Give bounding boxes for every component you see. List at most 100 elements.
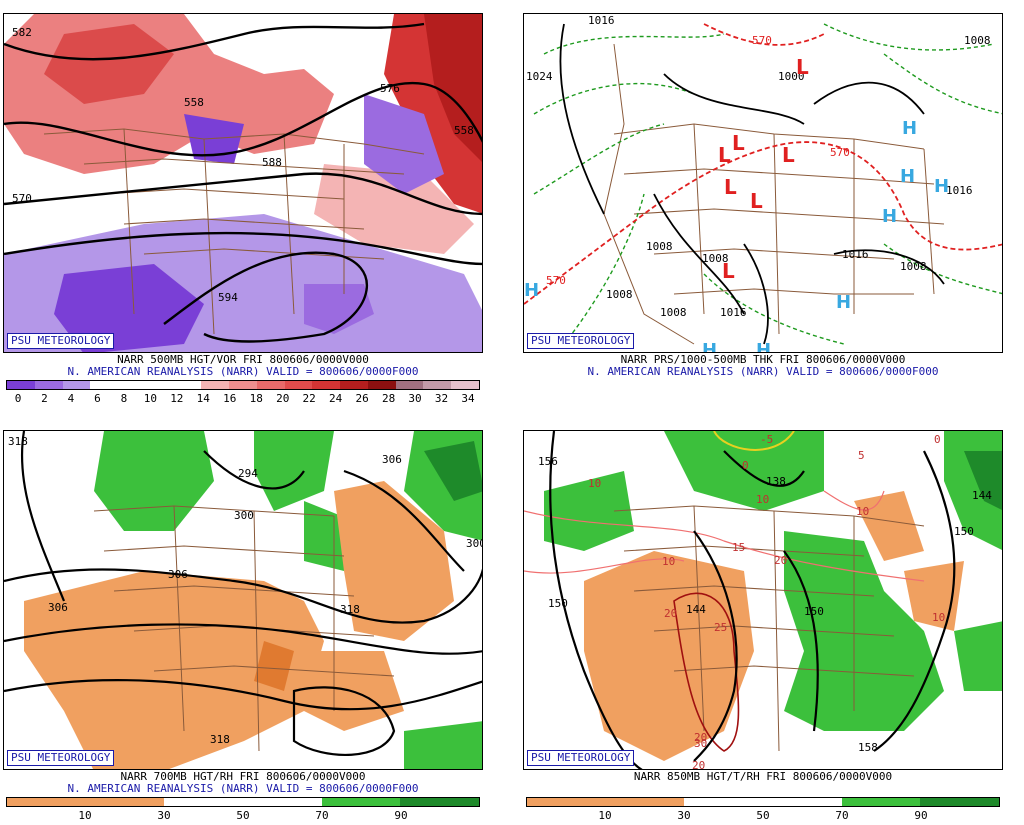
isobar-label: 1008: [660, 306, 687, 319]
rh700-map-svg: 318 294 300 306 306 300 306 318 318: [4, 431, 483, 769]
colorbar-segment: [145, 381, 174, 389]
colorbar-tick-label: 90: [394, 809, 408, 822]
colorbar-tick-label: 6: [94, 392, 101, 405]
colorbar-tick-label: 20: [276, 392, 290, 405]
low-pressure-marker: L: [782, 143, 795, 167]
map-title: NARR 500MB HGT/VOR FRI 800606/0000V000: [117, 353, 369, 366]
colorbar-tick-label: 50: [756, 809, 770, 822]
panel-700mb-rh: 318 294 300 306 306 300 306 318 318 PSU …: [3, 430, 483, 825]
high-pressure-marker: H: [900, 166, 915, 187]
colorbar-segment: [451, 381, 480, 389]
colorbar-segment: [684, 798, 764, 806]
temperature-label: 10: [588, 477, 601, 490]
colorbar-segment: [763, 798, 842, 806]
colorbar-segment: [34, 381, 63, 389]
low-pressure-marker: L: [718, 143, 731, 167]
contour-label: 558: [184, 96, 204, 109]
thickness-label: 570: [752, 34, 772, 47]
temperature-label: 15: [732, 541, 745, 554]
temperature-label: 25: [714, 621, 727, 634]
colorbar-tick-label: 26: [355, 392, 369, 405]
colorbar-segment: [90, 381, 119, 389]
colorbar-tick-label: 34: [461, 392, 475, 405]
isobar-label: 1016: [588, 14, 615, 27]
contour-label: 318: [210, 733, 230, 746]
low-pressure-marker: L: [732, 131, 745, 155]
colorbar-segment: [605, 798, 685, 806]
contour-label: 318: [340, 603, 360, 616]
brand-label: PSU METEOROLOGY: [7, 750, 115, 766]
contour-label: 144: [686, 603, 706, 616]
temperature-label: 20: [664, 607, 677, 620]
vorticity-map: 582 570 558 588 576 558 594 PSU METEOROL…: [3, 13, 483, 353]
contour-label: 318: [8, 435, 28, 448]
low-pressure-marker: L: [796, 55, 809, 79]
colorbar-segment: [118, 381, 146, 389]
high-pressure-marker: H: [934, 176, 949, 197]
high-pressure-marker: H: [756, 340, 771, 353]
temperature-label: 0: [742, 459, 749, 472]
colorbar-tick-label: 2: [41, 392, 48, 405]
high-pressure-marker: H: [902, 118, 917, 139]
colorbar-tick-label: 70: [835, 809, 849, 822]
temperature-label: -5: [760, 433, 773, 446]
contour-label: 150: [954, 525, 974, 538]
colorbar-tick-label: 4: [67, 392, 75, 405]
colorbar-tick-label: 24: [329, 392, 343, 405]
contour-label: 294: [238, 467, 258, 480]
rh-colorbar: [526, 797, 1000, 807]
contour-label: 570: [12, 192, 32, 205]
colorbar-tick-label: 50: [236, 809, 250, 822]
colorbar-segment: [400, 798, 480, 806]
contour-label: 306: [48, 601, 68, 614]
colorbar-segment: [312, 381, 341, 389]
map-valid-line: N. AMERICAN REANALYSIS (NARR) VALID = 80…: [587, 365, 939, 378]
rh700-map: 318 294 300 306 306 300 306 318 318 PSU …: [3, 430, 483, 770]
contour-label: 576: [380, 82, 400, 95]
colorbar-segment: [841, 798, 921, 806]
high-pressure-marker: H: [524, 280, 539, 301]
rh-colorbar: [6, 797, 480, 807]
colorbar-segment: [340, 381, 368, 389]
colorbar-tick-label: 70: [315, 809, 329, 822]
contour-label: 300: [234, 509, 254, 522]
contour-label: 156: [538, 455, 558, 468]
contour-label: 150: [548, 597, 568, 610]
colorbar-tick-label: 10: [143, 392, 157, 405]
contour-label: 138: [766, 475, 786, 488]
isobar-label: 1008: [964, 34, 991, 47]
rh-colorbar-labels: 10 30 50 70 90: [526, 809, 1000, 823]
colorbar-tick-label: 28: [381, 392, 396, 405]
colorbar-segment: [243, 798, 322, 806]
isobar-label: 1000: [778, 70, 805, 83]
vorticity-colorbar-labels: 0 2 4 6 8 10 12 14 16 18 20 22 24 26 28 30 32 34: [6, 392, 480, 406]
isobar-label: 1016: [842, 248, 869, 261]
colorbar-tick-label: 8: [120, 392, 128, 405]
rh-colorbar-labels: 10 30 50 70 90: [6, 809, 480, 823]
high-pressure-marker: H: [836, 292, 851, 313]
contour-label: 306: [168, 568, 188, 581]
panel-850mb-temp-rh: 156 138 150 144 150 150 158 144 -5 0 5 0…: [523, 430, 1003, 825]
map-valid-line: N. AMERICAN REANALYSIS (NARR) VALID = 80…: [67, 365, 419, 378]
isobar-label: 1008: [900, 260, 927, 273]
colorbar-tick-label: 10: [598, 809, 612, 822]
temperature-label: 0: [934, 433, 941, 446]
pressure-map: 1016 1024 1000 1008 1008 1016 1016 1008 …: [523, 13, 1003, 353]
colorbar-tick-label: 22: [302, 392, 316, 405]
colorbar-segment: [7, 798, 86, 806]
colorbar-segment: [527, 798, 606, 806]
colorbar-tick-label: 30: [408, 392, 422, 405]
high-pressure-marker: H: [882, 206, 897, 227]
isobar-label: 1016: [720, 306, 747, 319]
colorbar-segment: [62, 381, 91, 389]
colorbar-tick-label: 14: [196, 392, 210, 405]
contour-label: 300: [466, 537, 483, 550]
vorticity-colorbar: [6, 380, 480, 390]
thickness-label: 570: [830, 146, 850, 159]
temperature-label: 20: [694, 731, 707, 744]
contour-label: 150: [804, 605, 824, 618]
map-title: NARR PRS/1000-500MB THK FRI 800606/0000V…: [620, 353, 906, 366]
isobar-label: 1008: [646, 240, 673, 253]
vorticity-map-svg: 582 570 558 588 576 558 594: [4, 14, 482, 352]
isobar-label: 1008: [702, 252, 729, 265]
